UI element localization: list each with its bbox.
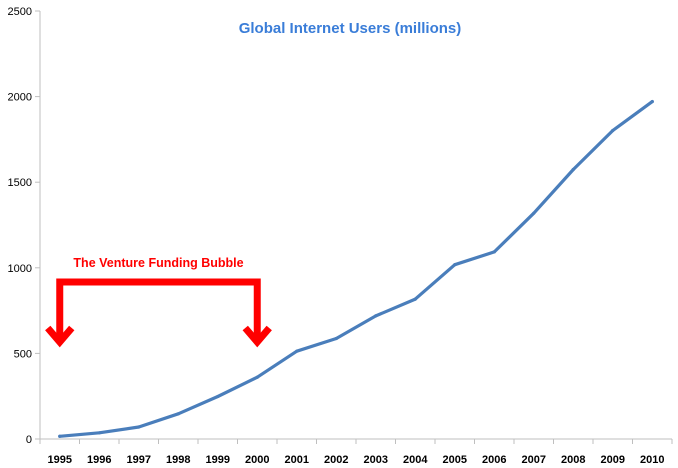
series-group bbox=[58, 99, 654, 438]
x-tick-label: 1997 bbox=[127, 454, 151, 466]
data-point bbox=[453, 263, 457, 267]
x-tick-label: 2007 bbox=[522, 454, 546, 466]
x-tick-label: 2005 bbox=[443, 454, 467, 466]
data-point bbox=[532, 211, 536, 215]
annotation-label: The Venture Funding Bubble bbox=[73, 256, 243, 270]
x-tick-label: 1996 bbox=[87, 454, 111, 466]
series-line bbox=[58, 99, 654, 438]
data-point bbox=[295, 349, 299, 353]
data-point bbox=[58, 434, 62, 438]
x-tick-label: 1999 bbox=[206, 454, 230, 466]
data-point bbox=[137, 425, 141, 429]
x-tick-label: 2003 bbox=[364, 454, 388, 466]
bracket-arrow-right bbox=[242, 325, 272, 348]
x-tick-label: 2008 bbox=[561, 454, 585, 466]
x-tick-label: 2000 bbox=[245, 454, 269, 466]
y-tick-label: 2000 bbox=[8, 92, 32, 104]
data-point bbox=[176, 412, 180, 416]
x-tick-label: 2006 bbox=[482, 454, 506, 466]
y-tick-label: 1000 bbox=[8, 263, 32, 275]
x-tick-label: 2004 bbox=[403, 454, 428, 466]
x-tick-label: 2002 bbox=[324, 454, 348, 466]
x-tick-label: 2010 bbox=[640, 454, 664, 466]
data-point bbox=[216, 394, 220, 399]
data-point bbox=[492, 250, 496, 254]
y-axis: 0 500 1000 1500 2000 2500 bbox=[8, 6, 41, 446]
y-tick-label: 500 bbox=[14, 348, 32, 360]
x-tick-label: 1998 bbox=[166, 454, 190, 466]
data-point bbox=[611, 128, 615, 133]
data-point bbox=[255, 375, 259, 379]
bracket-arrow-left bbox=[45, 325, 75, 348]
x-tick-label: 2001 bbox=[285, 454, 309, 466]
data-point bbox=[374, 314, 378, 318]
x-tick-label: 2009 bbox=[601, 454, 625, 466]
data-point bbox=[413, 297, 417, 301]
data-point bbox=[97, 431, 101, 435]
x-axis: 1995 1996 1997 1998 1999 2000 2001 2002 2003 2004… bbox=[39, 438, 673, 466]
x-tick-label: 1995 bbox=[48, 454, 72, 466]
data-point bbox=[650, 99, 654, 104]
bubble-annotation: The Venture Funding Bubble bbox=[45, 256, 272, 348]
chart-title: Global Internet Users (millions) bbox=[239, 20, 462, 37]
y-tick-label: 0 bbox=[26, 434, 32, 446]
data-point bbox=[571, 167, 575, 172]
data-point bbox=[334, 336, 338, 341]
y-tick-label: 1500 bbox=[8, 177, 32, 189]
y-tick-label: 2500 bbox=[8, 6, 32, 18]
bubble-bracket bbox=[56, 278, 261, 338]
